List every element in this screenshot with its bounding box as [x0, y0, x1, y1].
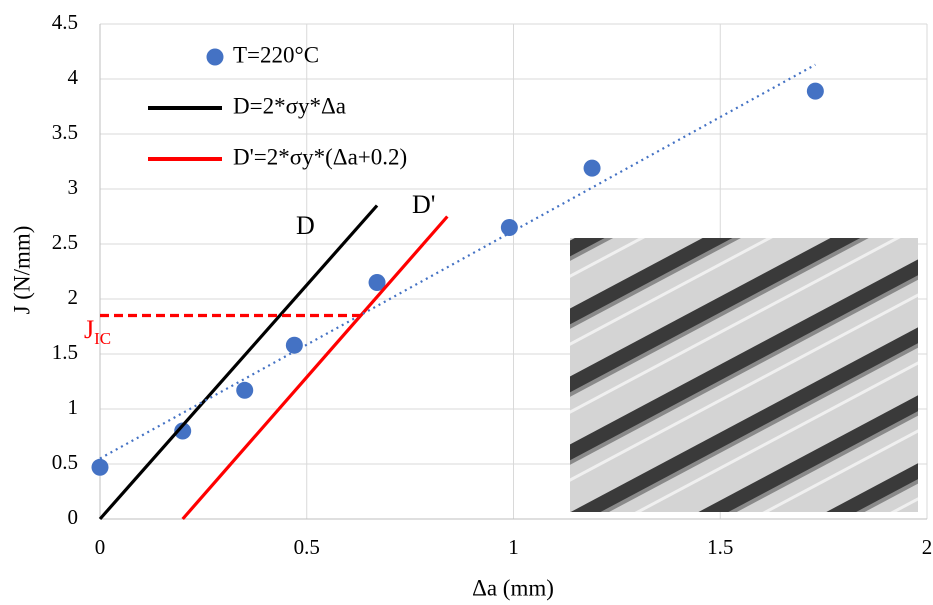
legend-marker	[206, 48, 224, 66]
solid-line	[181, 215, 449, 521]
inset-photo	[570, 238, 918, 512]
x-tick-label: 0	[95, 535, 106, 559]
annotation-subscript: IC	[94, 329, 111, 348]
solid-line	[98, 204, 379, 521]
y-tick-label: 4.5	[52, 10, 78, 34]
y-tick-label: 3.5	[52, 120, 78, 144]
x-tick-label: 1.5	[707, 535, 733, 559]
y-tick-label: 1.5	[52, 340, 78, 364]
data-point	[806, 82, 824, 100]
legend-label: D'=2*σy*(Δa+0.2)	[233, 144, 407, 169]
legend-label: T=220°C	[233, 42, 319, 67]
dotted-line	[99, 63, 816, 460]
annotation: D	[296, 211, 315, 240]
annotation: D'	[412, 190, 435, 219]
y-tick-label: 2	[68, 285, 79, 309]
y-tick-label: 0.5	[52, 450, 78, 474]
annotation-main: J	[84, 315, 94, 344]
data-point	[91, 458, 109, 476]
data-point	[583, 159, 601, 177]
y-tick-label: 2.5	[52, 230, 78, 254]
x-tick-label: 0.5	[294, 535, 320, 559]
x-axis-title: Δa (mm)	[472, 575, 554, 600]
y-tick-label: 3	[68, 175, 79, 199]
annotation: JIC	[84, 315, 111, 348]
data-point	[500, 219, 518, 236]
y-tick-label: 4	[68, 65, 79, 89]
data-point	[285, 336, 303, 354]
x-tick-label: 1	[508, 535, 519, 559]
y-axis-title: J (N/mm)	[9, 226, 34, 315]
y-tick-label: 1	[68, 395, 79, 419]
data-point	[236, 381, 254, 399]
data-point	[368, 274, 386, 291]
data-point	[174, 422, 192, 440]
x-tick-label: 2	[922, 535, 933, 559]
legend-label: D=2*σy*Δa	[233, 93, 346, 118]
y-tick-label: 0	[68, 505, 79, 529]
